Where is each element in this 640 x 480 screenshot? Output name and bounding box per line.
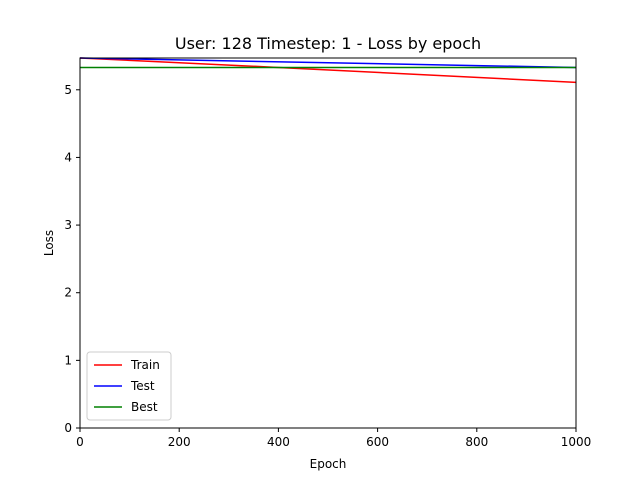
y-tick-label: 5 <box>64 83 72 97</box>
series-line-test <box>79 57 577 69</box>
x-axis-title: Epoch <box>310 457 347 471</box>
legend-box <box>86 351 172 421</box>
y-tick-label: 3 <box>64 218 72 232</box>
x-axis: 0 200 400 600 800 1000 <box>76 428 591 449</box>
y-tick-label: 0 <box>64 421 72 435</box>
y-axis: 0 1 2 3 4 5 <box>64 83 80 435</box>
x-tick-label: 400 <box>267 435 290 449</box>
x-tick-label: 200 <box>168 435 191 449</box>
x-tick-label: 1000 <box>561 435 592 449</box>
y-tick-label: 2 <box>64 286 72 300</box>
plot-frame <box>79 57 577 429</box>
legend: Train Test Best <box>86 351 172 421</box>
series-line-train <box>79 57 577 84</box>
x-tick-label: 800 <box>465 435 488 449</box>
y-axis-title: Loss <box>42 230 56 256</box>
chart-title: User: 128 Timestep: 1 - Loss by epoch <box>175 34 481 53</box>
legend-label-train: Train <box>130 358 160 372</box>
y-tick-label: 1 <box>64 353 72 367</box>
legend-label-test: Test <box>130 379 155 393</box>
x-tick-label: 600 <box>366 435 389 449</box>
x-tick-label: 0 <box>76 435 84 449</box>
plot-area <box>79 57 577 84</box>
legend-label-best: Best <box>131 400 158 414</box>
y-tick-label: 4 <box>64 150 72 164</box>
